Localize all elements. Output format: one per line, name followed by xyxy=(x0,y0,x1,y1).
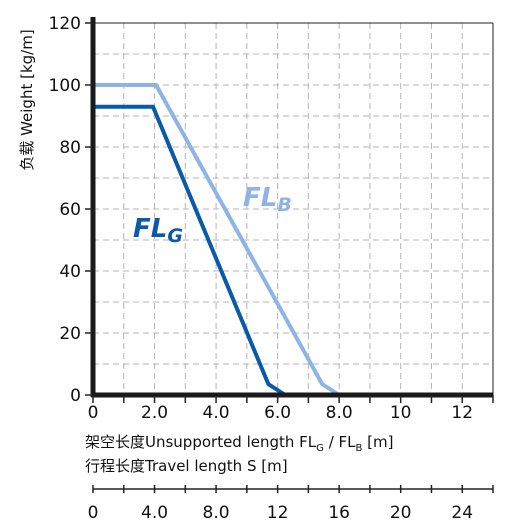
series-label-flb: FLB xyxy=(243,183,292,216)
x-tick-label: 0 xyxy=(88,403,99,423)
travel-length-tick-label: 0 xyxy=(88,503,99,523)
x-tick-label: 6.0 xyxy=(264,403,291,423)
travel-length-axis-label: 行程长度Travel length S [m] xyxy=(85,457,288,475)
x-tick-label: 8.0 xyxy=(326,403,353,423)
y-tick-label: 80 xyxy=(59,138,81,158)
series-line-flg xyxy=(93,104,287,397)
grid-lines xyxy=(93,23,493,395)
y-tick-label: 100 xyxy=(49,76,81,96)
series-lines xyxy=(93,83,341,397)
y-axis-label: 负载 Weight [kg/m] xyxy=(18,29,36,170)
travel-length-tick-label: 16 xyxy=(328,503,350,523)
x-tick-label: 12 xyxy=(451,403,473,423)
travel-length-tick-label: 20 xyxy=(390,503,412,523)
travel-length-tick-label: 8.0 xyxy=(203,503,230,523)
series-label-flg: FLG xyxy=(133,214,183,247)
y-tick-label: 0 xyxy=(70,386,81,406)
y-tick-label: 60 xyxy=(59,200,81,220)
y-tick-label: 120 xyxy=(49,14,81,34)
x-axis-label: 架空长度Unsupported length FLG / FLB [m] xyxy=(85,433,393,454)
travel-length-tick-label: 12 xyxy=(267,503,289,523)
y-tick-label: 20 xyxy=(59,324,81,344)
series-line-flb xyxy=(93,83,341,397)
x-tick-label: 4.0 xyxy=(203,403,230,423)
x-tick-label: 2.0 xyxy=(141,403,168,423)
x-tick-label: 10 xyxy=(390,403,412,423)
travel-length-tick-label: 4.0 xyxy=(141,503,168,523)
y-tick-label: 40 xyxy=(59,262,81,282)
travel-length-tick-label: 24 xyxy=(451,503,473,523)
labels: 负载 Weight [kg/m] 架空长度Unsupported length … xyxy=(18,29,393,475)
